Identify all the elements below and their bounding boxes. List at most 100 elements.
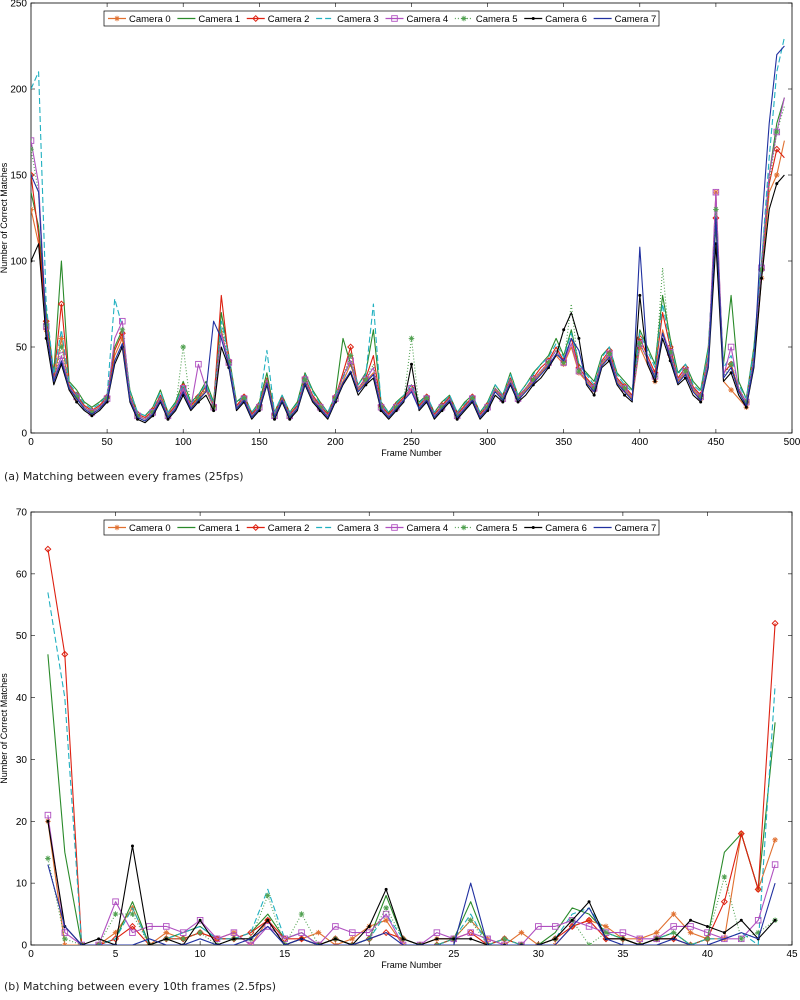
data-point-camera-6 — [198, 918, 202, 922]
y-tick-label: 10 — [16, 879, 28, 890]
legend-marker-camera-6 — [531, 526, 535, 529]
y-tick-label: 150 — [10, 171, 27, 182]
plot-area — [30, 511, 793, 946]
data-point-camera-6 — [232, 937, 236, 941]
data-point-camera-5 — [423, 395, 430, 402]
y-tick-label: 60 — [16, 569, 28, 580]
data-point-camera-4 — [467, 929, 474, 936]
data-point-camera-6 — [212, 409, 216, 413]
data-point-camera-2 — [568, 922, 576, 930]
data-point-camera-2 — [247, 929, 255, 937]
series-line-camera-1 — [31, 97, 785, 417]
data-point-camera-6 — [729, 371, 733, 375]
data-point-camera-6 — [455, 417, 459, 421]
data-point-camera-2 — [264, 916, 272, 924]
y-tick-label: 50 — [16, 631, 28, 642]
data-point-camera-0 — [603, 923, 609, 930]
x-tick-label: 30 — [533, 949, 545, 960]
data-point-camera-2 — [585, 916, 593, 924]
data-point-camera-4 — [129, 929, 136, 936]
legend-label-camera-3: Camera 3 — [337, 14, 379, 25]
series-line-camera-6 — [31, 174, 785, 424]
data-point-camera-5 — [89, 409, 95, 416]
data-point-camera-5 — [165, 413, 171, 419]
data-point-camera-2 — [720, 898, 728, 906]
data-point-camera-5 — [682, 368, 689, 374]
y-tick-label: 40 — [16, 693, 28, 704]
series-line-camera-7 — [31, 45, 785, 422]
series-line-camera-5 — [31, 106, 785, 420]
data-point-camera-5 — [637, 340, 643, 347]
data-point-camera-6 — [401, 937, 405, 941]
data-point-camera-2 — [298, 935, 306, 943]
plot-area — [30, 2, 793, 434]
data-point-camera-5 — [195, 395, 202, 402]
x-tick-label: 10 — [195, 949, 207, 960]
legend-box — [103, 519, 660, 536]
data-point-camera-5 — [591, 385, 597, 392]
data-point-camera-2 — [57, 300, 65, 308]
data-point-camera-4 — [264, 923, 272, 930]
legend-marker-camera-2 — [252, 14, 260, 23]
data-point-camera-5 — [347, 352, 354, 359]
legend-label-camera-2: Camera 2 — [268, 14, 310, 25]
legend-label-camera-0: Camera 0 — [129, 523, 171, 534]
data-point-camera-0 — [728, 387, 734, 393]
data-point-camera-2 — [44, 545, 52, 553]
data-point-camera-6 — [739, 918, 743, 922]
series-group — [44, 545, 779, 945]
data-point-camera-6 — [266, 918, 270, 922]
data-point-camera-5 — [298, 911, 305, 917]
data-point-camera-4 — [399, 941, 407, 945]
data-point-camera-0 — [62, 942, 68, 945]
data-point-camera-2 — [602, 935, 610, 943]
data-point-camera-0 — [112, 929, 119, 936]
data-point-camera-6 — [775, 182, 779, 186]
data-point-camera-4 — [585, 923, 593, 930]
data-point-camera-5 — [603, 929, 609, 936]
data-point-camera-5 — [226, 359, 232, 366]
x-tick-label: 40 — [702, 949, 714, 960]
data-point-camera-5 — [286, 413, 293, 419]
x-tick-label: 250 — [403, 437, 420, 448]
data-point-camera-6 — [31, 259, 33, 263]
data-point-camera-5 — [119, 327, 126, 333]
data-point-camera-5 — [515, 395, 521, 402]
data-point-camera-4 — [501, 941, 508, 945]
data-point-camera-5 — [134, 413, 141, 419]
legend-box — [103, 10, 660, 27]
data-point-camera-6 — [288, 417, 292, 421]
data-point-camera-4 — [230, 929, 238, 936]
data-point-camera-5 — [58, 344, 65, 350]
x-tick-label: 450 — [708, 437, 725, 448]
data-point-camera-5 — [264, 892, 271, 899]
data-point-camera-5 — [332, 395, 339, 402]
legend: Camera 0 Camera 1 Camera 2 Camera 3 Camera 4… — [103, 10, 660, 27]
data-point-camera-4 — [44, 811, 52, 819]
data-point-camera-6 — [577, 336, 581, 340]
data-point-camera-6 — [760, 276, 764, 280]
data-point-camera-6 — [469, 937, 473, 941]
data-point-camera-2 — [31, 171, 35, 179]
x-tick-label: 45 — [786, 949, 798, 960]
data-point-camera-6 — [367, 924, 371, 928]
legend-label-camera-0: Camera 0 — [129, 14, 171, 25]
data-point-camera-4 — [433, 929, 441, 936]
data-point-camera-5 — [721, 874, 728, 880]
data-point-camera-6 — [410, 362, 413, 366]
series-group — [31, 37, 785, 424]
data-point-camera-4 — [484, 935, 491, 943]
data-point-camera-5 — [755, 929, 761, 936]
data-point-camera-6 — [130, 844, 134, 848]
chart-b: 0 5 10 15 20 25 30 35 40 45 0 10 20 30 40 50 60 70 Frame N… — [0, 508, 798, 971]
data-point-camera-2 — [517, 941, 525, 945]
data-point-camera-4 — [195, 360, 202, 368]
data-point-camera-4 — [551, 923, 559, 930]
data-point-camera-5 — [180, 344, 186, 350]
data-point-camera-0 — [670, 911, 677, 917]
data-point-camera-5 — [773, 129, 780, 135]
y-axis-title: Number of Correct Matches — [0, 673, 9, 784]
legend-label-camera-4: Camera 4 — [407, 14, 449, 25]
y-axis-title: Number of Correct Matches — [0, 162, 9, 273]
data-point-camera-4 — [119, 317, 126, 325]
